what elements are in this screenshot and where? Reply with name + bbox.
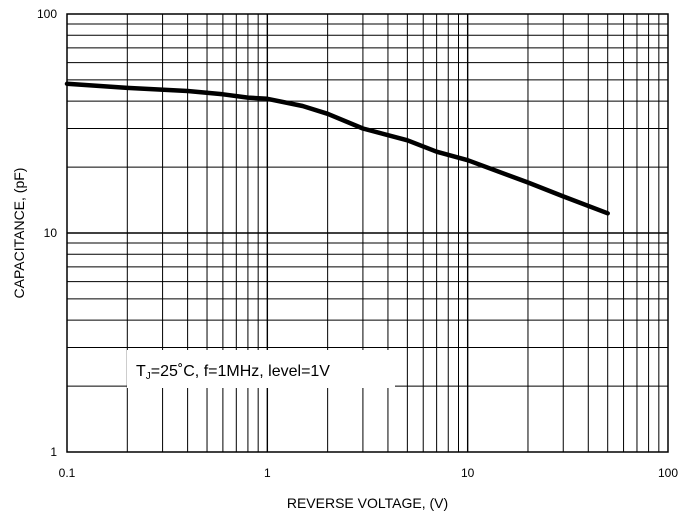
series-group [64, 81, 610, 216]
y-tick-label: 1 [50, 445, 57, 459]
y-tick-label: 100 [37, 7, 57, 21]
y-tick-label: 10 [44, 226, 58, 240]
x-tick-label: 1 [264, 466, 271, 480]
x-tick-label: 10 [461, 466, 475, 480]
capacitance-curve [64, 81, 610, 216]
annotation-subscript: J [146, 371, 151, 382]
x-axis-title: REVERSE VOLTAGE, (V) [287, 495, 448, 511]
conditions-annotation-box [127, 350, 395, 388]
plot-frame [66, 13, 669, 453]
annotation-prefix: T [136, 363, 146, 380]
x-tick-label: 100 [658, 466, 678, 480]
y-axis-title: CAPACITANCE, (pF) [11, 168, 27, 299]
x-tick-label: 0.1 [59, 466, 76, 480]
conditions-annotation: TJ=25˚C, f=1MHz, level=1V [136, 363, 330, 382]
annotation-suffix: =25˚C, f=1MHz, level=1V [151, 363, 331, 380]
